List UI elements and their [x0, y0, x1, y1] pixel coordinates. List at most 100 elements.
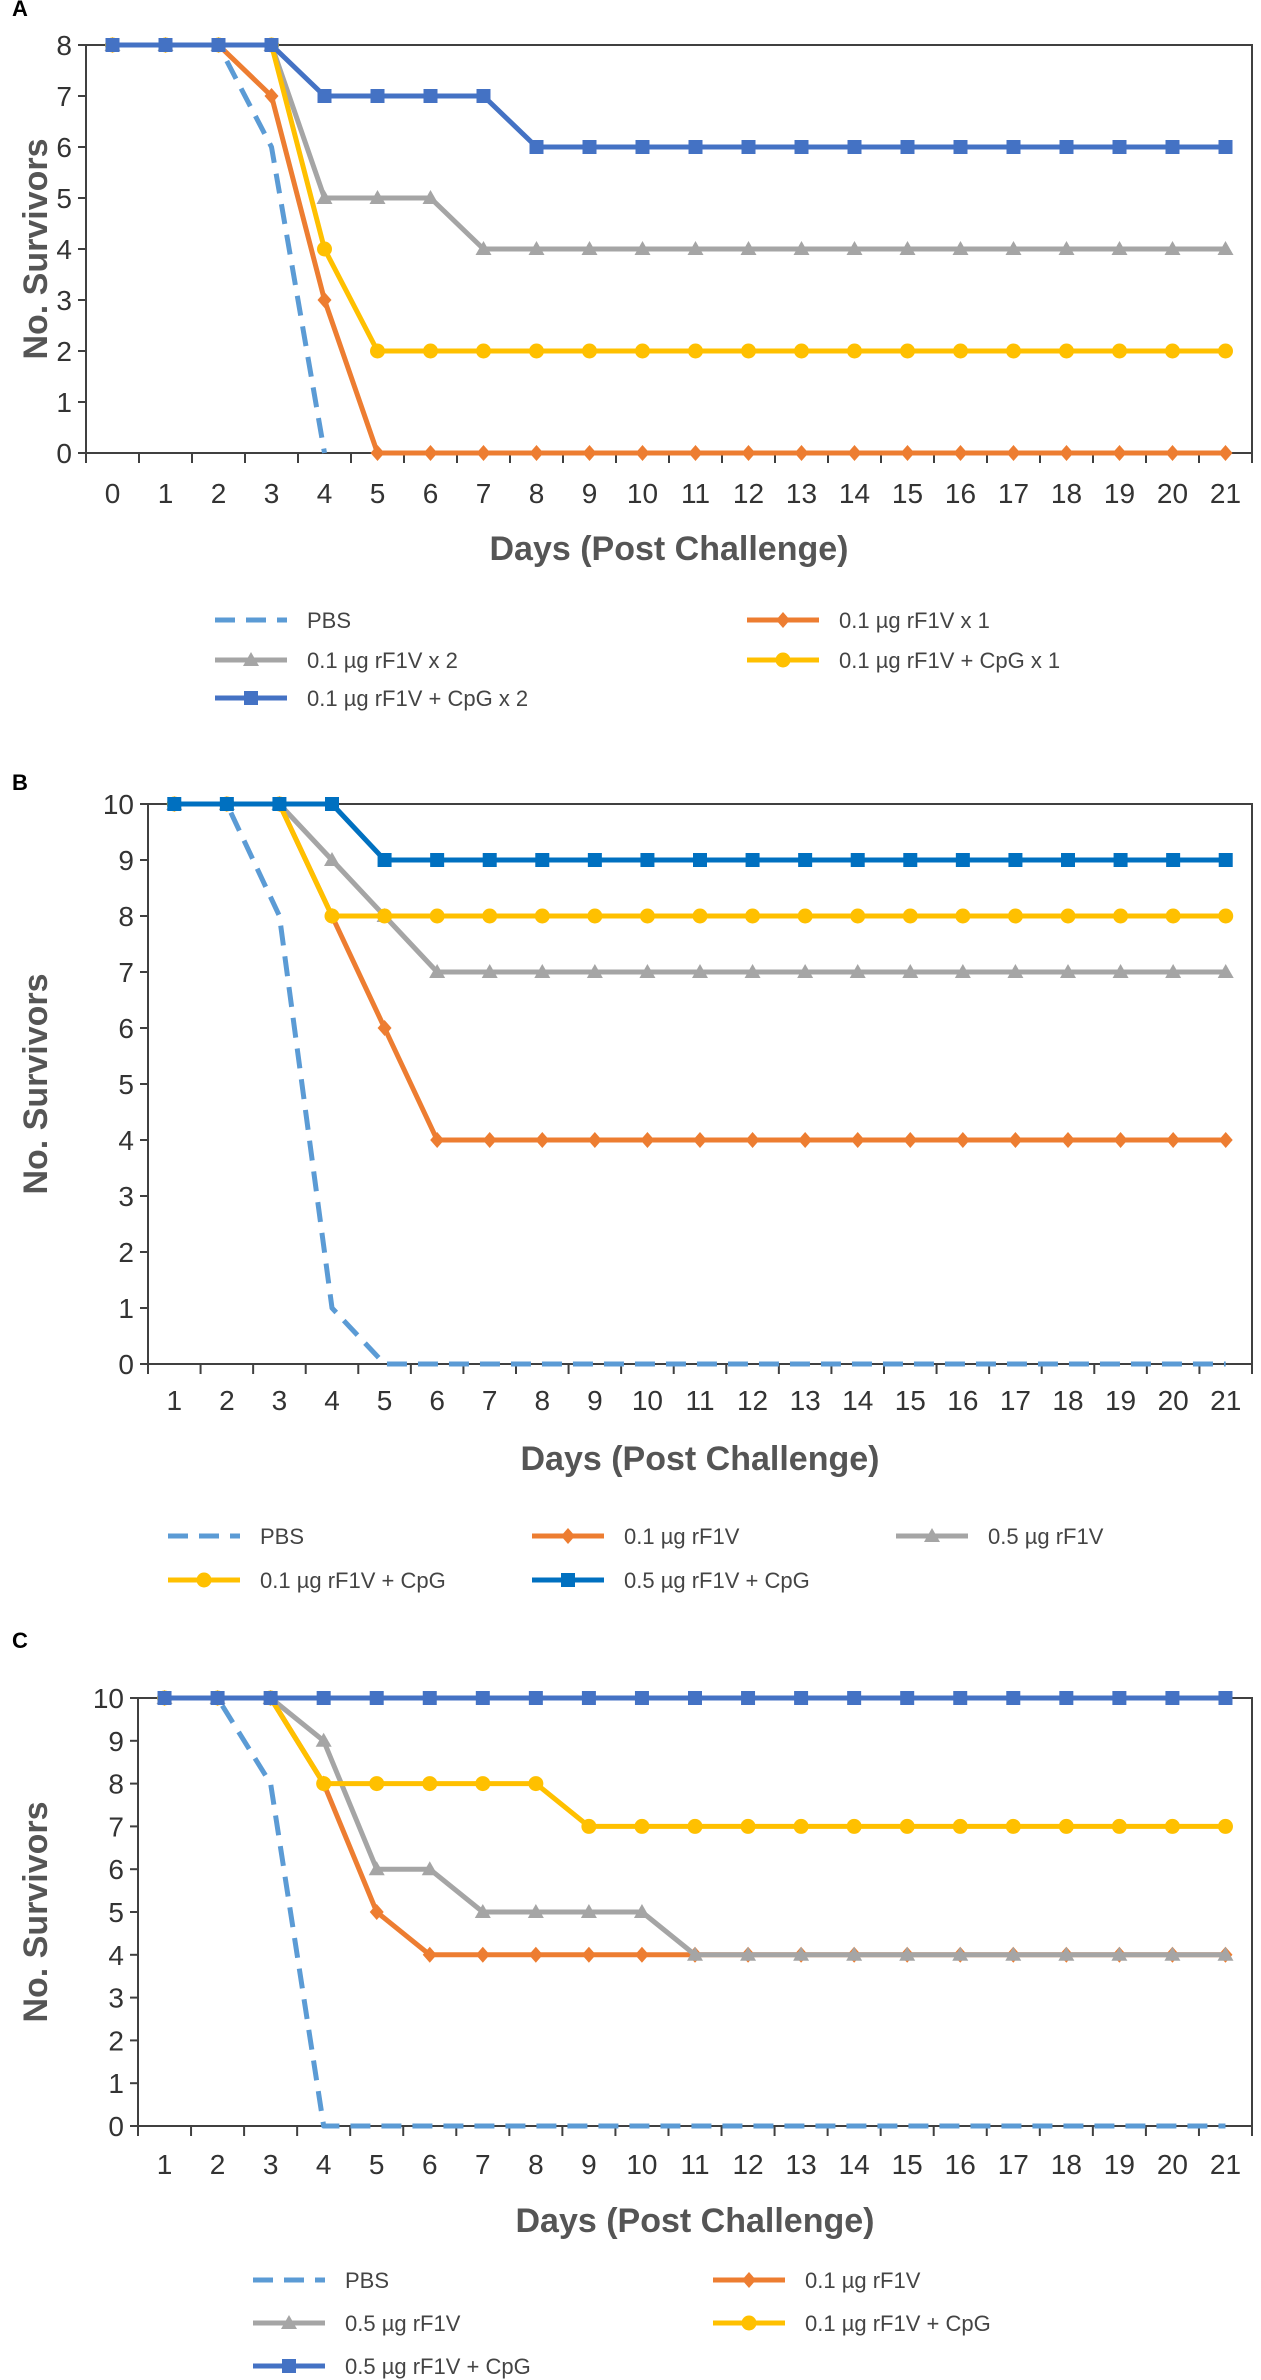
data-point — [745, 853, 760, 867]
data-point — [846, 1818, 862, 1834]
data-point — [581, 1946, 596, 1963]
x-tick-label: 1 — [158, 478, 174, 509]
data-point — [903, 853, 918, 867]
data-point — [953, 140, 968, 154]
data-point — [846, 241, 863, 255]
data-point — [316, 190, 333, 204]
legend-swatch-marker — [282, 2359, 296, 2373]
data-point — [633, 1904, 650, 1918]
data-point — [210, 1691, 225, 1705]
data-point — [740, 241, 757, 255]
y-tick-label: 5 — [118, 1069, 134, 1100]
y-tick-label: 3 — [56, 285, 72, 316]
data-point — [581, 241, 598, 255]
data-point — [527, 1904, 544, 1918]
data-point — [635, 343, 650, 359]
legend-item: 0.1 µg rF1V — [713, 2268, 921, 2293]
y-tick-label: 5 — [56, 183, 72, 214]
data-point — [324, 852, 340, 866]
data-point — [476, 343, 491, 359]
data-point — [325, 797, 339, 811]
x-tick-label: 14 — [842, 1385, 873, 1416]
y-tick-label: 10 — [93, 1683, 124, 1714]
data-point — [900, 343, 915, 359]
x-tick-label: 13 — [786, 2149, 817, 2180]
legend-label: PBS — [260, 1524, 304, 1549]
x-tick-label: 3 — [272, 1385, 288, 1416]
x-tick-label: 17 — [998, 2149, 1029, 2180]
data-point — [745, 1132, 760, 1148]
data-point — [793, 1818, 809, 1834]
data-point — [529, 445, 544, 461]
data-point — [528, 1776, 544, 1792]
data-point — [534, 908, 550, 924]
data-point — [1217, 964, 1234, 978]
data-point — [370, 445, 385, 461]
legend-label: 0.1 µg rF1V x 2 — [307, 648, 458, 673]
data-point — [952, 1818, 968, 1834]
data-point — [430, 1132, 445, 1148]
y-tick-label: 4 — [108, 1940, 124, 1971]
y-tick-label: 1 — [108, 2068, 124, 2099]
data-point — [687, 1946, 703, 1961]
x-tick-label: 8 — [534, 1385, 550, 1416]
x-tick-label: 7 — [475, 2149, 491, 2180]
y-tick-label: 9 — [118, 845, 134, 876]
data-point — [850, 908, 866, 924]
data-point — [640, 1132, 655, 1148]
data-point — [1007, 964, 1024, 978]
x-tick-label: 11 — [681, 478, 710, 509]
data-point — [1165, 343, 1180, 359]
data-point — [741, 445, 756, 461]
x-tick-label: 2 — [219, 1385, 235, 1416]
data-point — [422, 1691, 437, 1705]
data-point — [899, 1946, 916, 1961]
data-point — [368, 1861, 385, 1876]
data-point — [955, 1132, 970, 1148]
data-point — [952, 1946, 969, 1961]
legend-item: PBS — [215, 608, 351, 633]
data-point — [377, 853, 392, 867]
data-point — [1111, 1946, 1128, 1961]
data-point — [693, 853, 707, 867]
data-point — [634, 1818, 650, 1834]
x-tick-label: 20 — [1157, 478, 1188, 509]
x-tick-label: 1 — [166, 1385, 182, 1416]
y-tick-label: 4 — [56, 234, 72, 265]
data-point — [692, 964, 708, 978]
x-tick-label: 19 — [1105, 1385, 1136, 1416]
x-tick-label: 8 — [529, 478, 545, 509]
y-tick-label: 2 — [108, 2025, 124, 2056]
data-point — [693, 1132, 707, 1148]
y-tick-label: 9 — [108, 1726, 124, 1757]
data-point — [903, 1132, 918, 1148]
data-point — [1006, 140, 1021, 154]
data-point — [422, 1946, 437, 1963]
data-point — [1061, 1132, 1075, 1148]
data-point — [850, 853, 865, 867]
data-point — [1164, 241, 1181, 255]
y-tick-label: 2 — [118, 1237, 134, 1268]
data-point — [317, 241, 332, 257]
legend-label: 0.1 µg rF1V — [624, 1524, 740, 1549]
legend-swatch-marker — [281, 2315, 297, 2329]
y-tick-label: 4 — [118, 1125, 134, 1156]
data-point — [688, 1691, 702, 1705]
x-tick-label: 4 — [316, 2149, 332, 2180]
legend: PBS 0.1 µg rF1V x 1 0.1 µg rF1V x 2 0.1 µg … — [215, 608, 1060, 711]
x-tick-label: 5 — [370, 478, 386, 509]
x-tick-label: 3 — [263, 2149, 279, 2180]
data-point — [430, 853, 445, 867]
data-point — [1005, 1818, 1021, 1834]
x-tick-label: 5 — [377, 1385, 393, 1416]
data-point — [1112, 964, 1129, 978]
data-point — [581, 1691, 596, 1705]
data-point — [1059, 140, 1074, 154]
data-point — [528, 241, 545, 255]
x-axis-title: Days (Post Challenge) — [490, 530, 849, 568]
x-tick-label: 13 — [786, 478, 817, 509]
legend-label: 0.5 µg rF1V + CpG — [345, 2354, 531, 2379]
data-point — [745, 908, 761, 924]
